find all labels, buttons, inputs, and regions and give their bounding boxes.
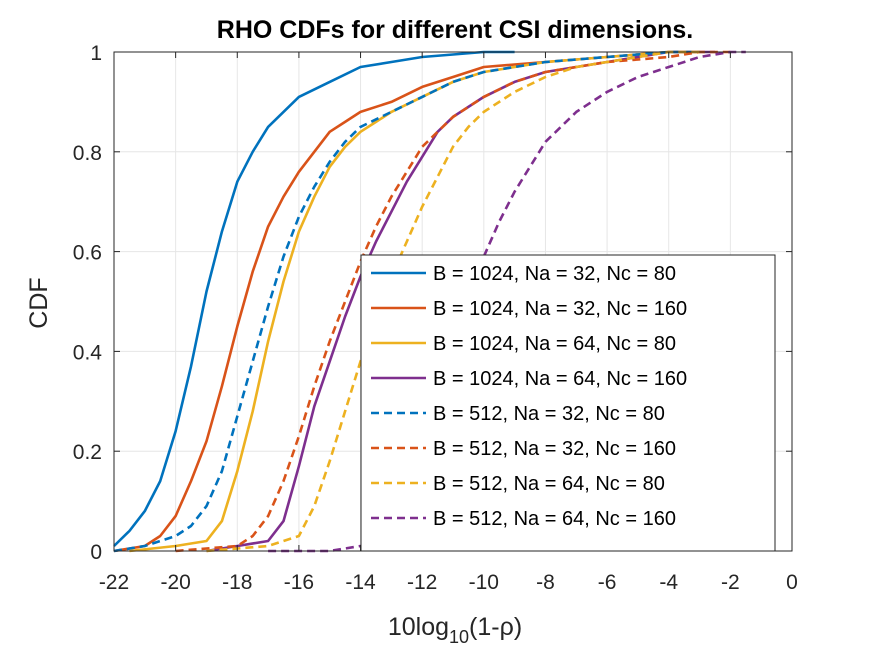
- x-axis-label: 10log10(1-ρ): [388, 613, 522, 647]
- y-axis-label: CDF: [25, 277, 53, 328]
- legend-label: B = 1024, Na = 64, Nc = 80: [433, 333, 676, 355]
- legend-label: B = 512, Na = 32, Nc = 80: [433, 403, 665, 425]
- x-tick-label: -4: [659, 571, 678, 594]
- y-tick-label: 0.4: [73, 341, 103, 364]
- x-tick-label: -20: [160, 571, 190, 594]
- legend-label: B = 512, Na = 32, Nc = 160: [433, 438, 676, 460]
- series-line-7: [206, 50, 700, 553]
- series-line-3: [129, 50, 700, 553]
- x-tick-label: -14: [345, 571, 376, 594]
- series-line-6: [175, 50, 731, 553]
- legend-label: B = 1024, Na = 32, Nc = 160: [433, 298, 687, 320]
- series-line-5: [113, 50, 700, 553]
- legend-label: B = 512, Na = 64, Nc = 160: [433, 508, 676, 530]
- x-tick-label: -16: [284, 571, 314, 594]
- x-tick-label: -8: [536, 571, 555, 594]
- x-tick-label: -10: [469, 571, 499, 594]
- y-tick-label: 0.8: [73, 142, 102, 165]
- x-tick-label: -12: [407, 571, 437, 594]
- y-tick-label: 0.6: [73, 242, 102, 265]
- ticks: -22 -20 -18 -16 -14 -12 -10 -8 -6 -4 -2 000.20.40.6…: [73, 42, 798, 594]
- legend: B = 1024, Na = 32, Nc = 80 B = 1024, Na =…: [360, 254, 776, 552]
- legend-label: B = 1024, Na = 64, Nc = 160: [433, 368, 687, 390]
- x-tick-label: -18: [222, 571, 252, 594]
- legend-label: B = 1024, Na = 32, Nc = 80: [433, 263, 676, 285]
- x-tick-label: -6: [598, 571, 617, 594]
- x-tick-label: -22: [99, 571, 129, 594]
- series-group: [113, 50, 746, 553]
- x-tick-label: -2: [721, 571, 740, 594]
- y-tick-label: 0: [90, 541, 102, 564]
- chart-title: RHO CDFs for different CSI dimensions.: [217, 16, 693, 44]
- legend-label: B = 512, Na = 64, Nc = 80: [433, 473, 665, 495]
- y-tick-label: 1: [90, 42, 102, 65]
- x-tick-label: 0: [786, 571, 798, 594]
- series-line-2: [113, 50, 700, 553]
- series-line-1: [113, 50, 515, 547]
- y-tick-label: 0.2: [73, 441, 102, 464]
- legend-box: [360, 254, 776, 552]
